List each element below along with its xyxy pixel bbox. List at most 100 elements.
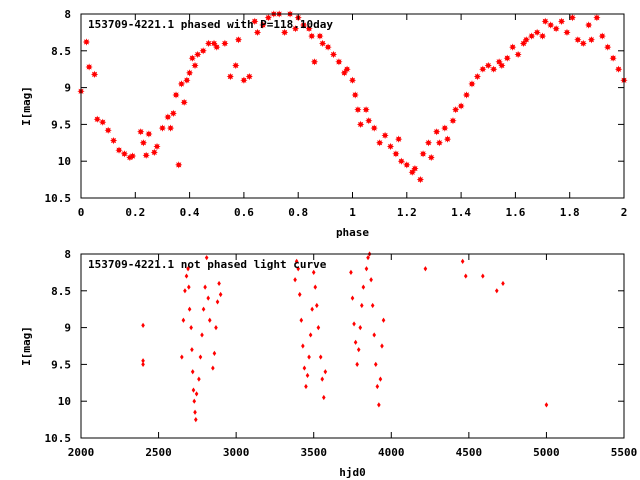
data-point-star <box>158 124 166 132</box>
data-point-diamond <box>481 273 485 279</box>
data-point-star <box>490 65 498 73</box>
data-point-star <box>335 58 343 66</box>
data-point-star <box>169 109 177 117</box>
data-point-diamond <box>299 317 304 323</box>
data-point-diamond <box>308 332 313 338</box>
data-point-diamond <box>191 387 196 393</box>
y-tick-label: 9.5 <box>51 358 71 371</box>
unphased-points <box>141 251 549 423</box>
data-point-star <box>194 50 202 59</box>
data-point-star <box>386 142 395 151</box>
data-point-diamond <box>372 332 377 338</box>
data-point-diamond <box>296 266 300 272</box>
data-point-diamond <box>356 347 361 353</box>
data-point-star <box>264 14 272 22</box>
data-point-diamond <box>350 295 355 301</box>
data-point-star <box>598 32 606 40</box>
data-point-star <box>435 139 443 147</box>
x-tick-label: 0 <box>78 206 85 219</box>
data-point-diamond <box>364 266 369 272</box>
data-point-star <box>552 25 560 33</box>
data-point-star <box>240 76 248 84</box>
data-point-star <box>503 54 511 62</box>
data-point-star <box>365 117 373 125</box>
data-point-star <box>514 50 522 59</box>
data-point-star <box>609 54 617 62</box>
data-point-diamond <box>349 269 353 275</box>
x-tick-label: 4500 <box>456 446 483 459</box>
data-point-star <box>397 157 405 165</box>
data-point-diamond <box>204 255 209 261</box>
data-point-star <box>411 165 419 173</box>
y-tick-label: 10.5 <box>45 192 72 205</box>
data-point-diamond <box>360 302 364 309</box>
data-point-diamond <box>302 365 307 371</box>
data-point-diamond <box>197 376 201 382</box>
data-point-diamond <box>377 402 381 408</box>
x-tick-label: 3500 <box>300 446 327 459</box>
data-point-star <box>468 80 476 88</box>
data-point-diamond <box>217 280 221 287</box>
data-point-diamond <box>323 369 328 375</box>
x-tick-label: 1 <box>349 206 356 219</box>
data-point-diamond <box>190 347 194 353</box>
x-tick-label: 1.6 <box>505 206 525 219</box>
data-point-diamond <box>198 354 203 360</box>
data-point-diamond <box>318 354 323 360</box>
data-point-star <box>139 139 147 147</box>
y-tick-label: 8 <box>64 248 71 261</box>
data-point-star <box>180 98 188 106</box>
data-point-star <box>205 39 213 47</box>
data-point-diamond <box>184 273 189 279</box>
data-point-star <box>104 126 112 134</box>
phased-light-curve-panel: 0 0.2 0.4 0.6 0.8 1 1.2 1.4 1.6 1.8 2 8 8.5 9 9.5 10 10.… <box>20 8 628 239</box>
data-point-diamond <box>355 361 359 367</box>
data-point-diamond <box>373 361 378 367</box>
data-point-star <box>348 76 357 84</box>
data-point-star <box>615 65 623 73</box>
data-point-diamond <box>316 325 321 331</box>
data-point-diamond <box>189 325 193 331</box>
data-point-diamond <box>200 332 204 338</box>
data-point-diamond <box>460 258 465 264</box>
data-point-star <box>522 36 530 44</box>
data-point-star <box>99 118 107 126</box>
data-point-star <box>424 139 433 147</box>
chart-title: 153709-4221.1 not phased light curve <box>88 258 327 271</box>
data-point-diamond <box>380 343 384 349</box>
data-point-diamond <box>378 376 383 382</box>
data-point-diamond <box>294 258 299 264</box>
data-point-star <box>547 21 555 29</box>
data-point-star <box>329 50 338 59</box>
y-tick-label: 9 <box>64 82 71 95</box>
y-tick-label: 8.5 <box>51 45 71 58</box>
data-point-star <box>528 32 536 40</box>
data-point-star <box>433 128 441 136</box>
y-tick-label: 9.5 <box>51 118 71 131</box>
data-point-star <box>234 36 243 44</box>
x-tick-label: 0.4 <box>180 206 200 219</box>
data-point-star <box>300 21 308 29</box>
data-point-star <box>376 139 384 147</box>
data-point-star <box>479 65 487 73</box>
data-point-diamond <box>320 376 325 382</box>
data-point-star <box>381 131 389 139</box>
data-point-star <box>585 21 593 29</box>
y-axis-label: I[mag] <box>20 326 33 366</box>
data-point-star <box>245 73 253 81</box>
data-point-diamond <box>187 306 192 312</box>
axis-ticks: 2000 2500 3000 3500 4000 4500 5000 5500 8 8.5 9 9.5… <box>45 248 638 459</box>
axis-ticks: 0 0.2 0.4 0.6 0.8 1 1.2 1.4 1.6 1.8 2 8 8.5 9 9.5 10 10.… <box>45 8 628 219</box>
data-point-star <box>498 61 506 70</box>
data-point-diamond <box>212 350 217 356</box>
data-point-star <box>305 25 313 33</box>
data-point-star <box>115 146 123 154</box>
data-point-star <box>587 36 595 44</box>
data-point-star <box>533 28 541 36</box>
data-point-star <box>484 61 492 70</box>
y-tick-label: 8.5 <box>51 285 71 298</box>
x-tick-label: 2 <box>621 206 628 219</box>
data-point-star <box>253 28 262 36</box>
x-tick-label: 2500 <box>145 446 172 459</box>
x-tick-label: 0.2 <box>125 206 145 219</box>
